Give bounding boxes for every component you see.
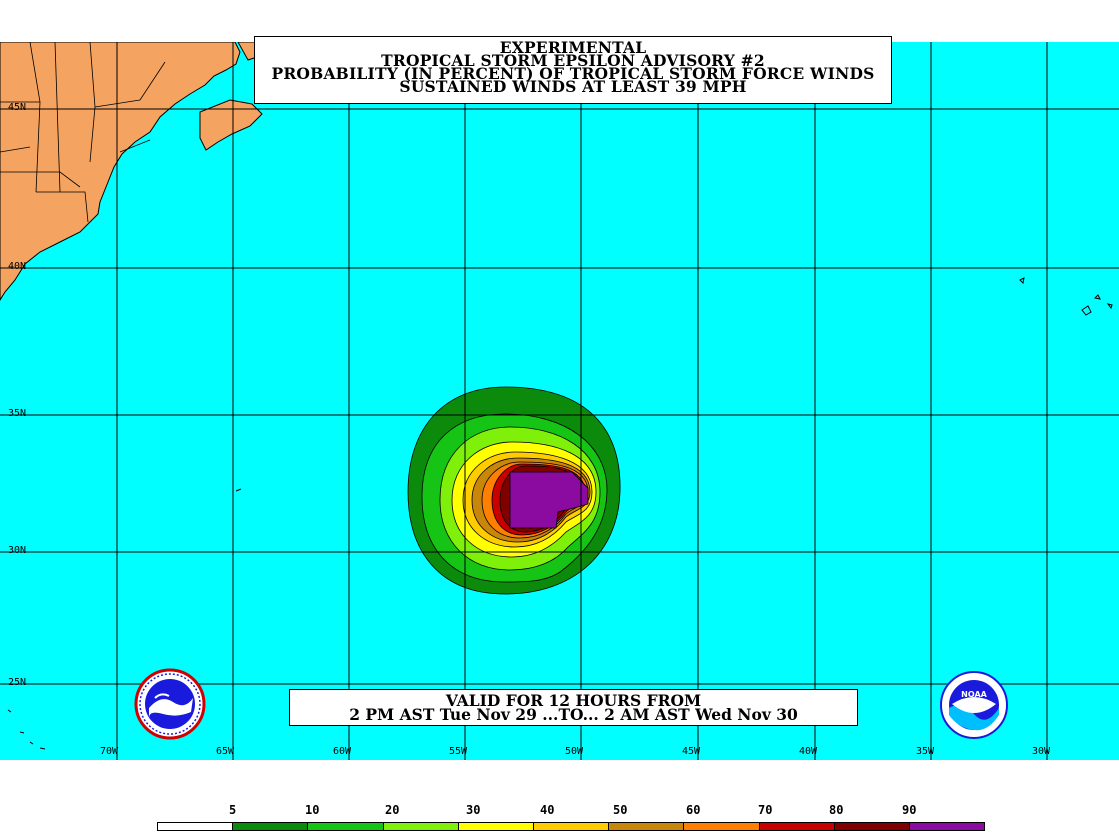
land (0, 42, 263, 301)
legend-label-5: 5 (229, 803, 237, 817)
valid-line-1: VALID FOR 12 HOURS FROM (445, 691, 702, 710)
title-line-4: SUSTAINED WINDS AT LEAST 39 MPH (399, 77, 747, 96)
lon-label-50w: 50W (565, 746, 584, 757)
legend-label-50: 50 (613, 803, 628, 817)
legend-swatch-0 (158, 823, 234, 830)
valid-line-2: 2 PM AST Tue Nov 29 ...TO... 2 AM AST We… (349, 705, 798, 724)
legend-swatch-9 (834, 823, 910, 830)
legend-swatch-8 (759, 823, 835, 830)
legend-label-30: 30 (466, 803, 481, 817)
legend-swatch-7 (684, 823, 760, 830)
lat-label-25n: 25N (8, 677, 27, 688)
legend-swatch-4 (458, 823, 534, 830)
lat-lon-grid (0, 42, 1119, 760)
noaa-logo-icon: NOAA (940, 671, 1008, 739)
svg-text:NOAA: NOAA (961, 690, 987, 699)
lon-label-45w: 45W (682, 746, 701, 757)
lat-label-45n: 45N (8, 102, 27, 113)
legend-swatch-5 (533, 823, 610, 830)
lat-label-35n: 35N (8, 408, 27, 419)
contour-90 (509, 471, 589, 529)
lat-label-30n: 30N (8, 545, 27, 556)
legend-label-60: 60 (686, 803, 701, 817)
lon-label-55w: 55W (449, 746, 468, 757)
lon-label-40w: 40W (799, 746, 818, 757)
probability-map (0, 42, 1119, 760)
legend-swatch-1 (233, 823, 309, 830)
title-line-1: EXPERIMENTAL (499, 38, 647, 57)
lon-label-70w: 70W (100, 746, 119, 757)
valid-period-box: VALID FOR 12 HOURS FROM 2 PM AST Tue Nov… (289, 689, 858, 726)
lon-label-60w: 60W (333, 746, 352, 757)
title-line-2: TROPICAL STORM EPSILON ADVISORY #2 (381, 51, 765, 70)
probability-contours (407, 386, 621, 595)
lon-label-30w: 30W (1032, 746, 1051, 757)
legend-label-20: 20 (385, 803, 400, 817)
lon-label-35w: 35W (916, 746, 935, 757)
legend-label-40: 40 (540, 803, 555, 817)
legend-color-bar (157, 822, 985, 831)
state-borders (0, 42, 166, 223)
legend-label-80: 80 (829, 803, 844, 817)
lon-label-65w: 65W (216, 746, 235, 757)
title-line-3: PROBABILITY (IN PERCENT) OF TROPICAL STO… (271, 64, 875, 83)
title-box: EXPERIMENTAL TROPICAL STORM EPSILON ADVI… (254, 36, 892, 104)
nws-logo-icon (134, 668, 206, 740)
legend-label-70: 70 (758, 803, 773, 817)
legend-swatch-3 (383, 823, 459, 830)
legend-swatch-6 (609, 823, 685, 830)
islands (7, 277, 1113, 750)
legend-swatch-2 (308, 823, 384, 830)
legend-label-90: 90 (902, 803, 917, 817)
lat-label-40n: 40N (8, 261, 27, 272)
legend-label-10: 10 (305, 803, 320, 817)
legend-swatch-10 (909, 823, 985, 830)
